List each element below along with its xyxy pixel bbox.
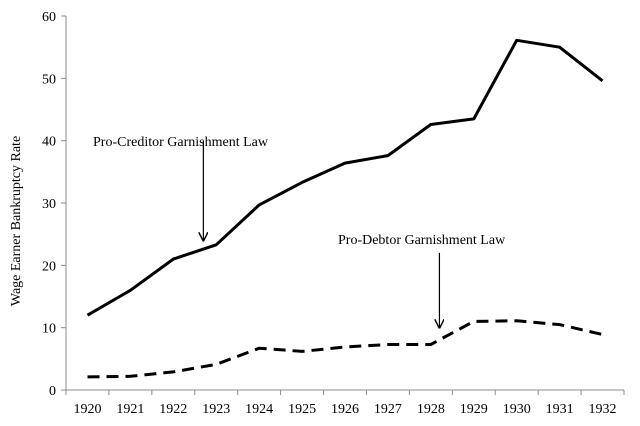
x-tick-label: 1930 bbox=[503, 402, 531, 417]
x-tick-label: 1920 bbox=[73, 402, 101, 417]
y-tick-label: 50 bbox=[42, 72, 56, 87]
series-layer bbox=[86, 38, 604, 379]
x-tick-label: 1924 bbox=[245, 402, 273, 417]
axes: 0 10 20 30 40 50 60 1920 1921 1922 1923 1924 1925 192… bbox=[42, 10, 625, 417]
annotation-label: Pro-Debtor Garnishment Law bbox=[338, 233, 506, 248]
annotation-label: Pro-Creditor Garnishment Law bbox=[93, 135, 269, 150]
x-tick-label: 1922 bbox=[159, 402, 187, 417]
series-line-pro-debtor bbox=[87, 319, 603, 379]
x-tick-label: 1926 bbox=[331, 402, 359, 417]
annotation-layer: Pro-Creditor Garnishment Law Pro-Debtor G… bbox=[93, 135, 506, 328]
x-tick-label: 1928 bbox=[417, 402, 445, 417]
x-tick-label: 1927 bbox=[374, 402, 402, 417]
y-tick-label: 60 bbox=[42, 10, 56, 25]
x-tick-label: 1931 bbox=[546, 402, 574, 417]
series-line-pro-creditor bbox=[86, 38, 604, 317]
y-tick-label: 40 bbox=[42, 135, 56, 150]
x-tick-label: 1925 bbox=[288, 402, 316, 417]
y-tick-label: 10 bbox=[42, 322, 56, 337]
y-tick-label: 20 bbox=[42, 259, 56, 274]
x-tick-label: 1921 bbox=[116, 402, 144, 417]
x-tick-label: 1929 bbox=[460, 402, 488, 417]
y-tick-label: 30 bbox=[42, 197, 56, 212]
y-tick-label: 0 bbox=[49, 384, 56, 399]
x-tick-label: 1932 bbox=[589, 402, 617, 417]
x-tick-label: 1923 bbox=[202, 402, 230, 417]
y-axis-label: Wage Earner Bankruptcy Rate bbox=[9, 136, 24, 306]
